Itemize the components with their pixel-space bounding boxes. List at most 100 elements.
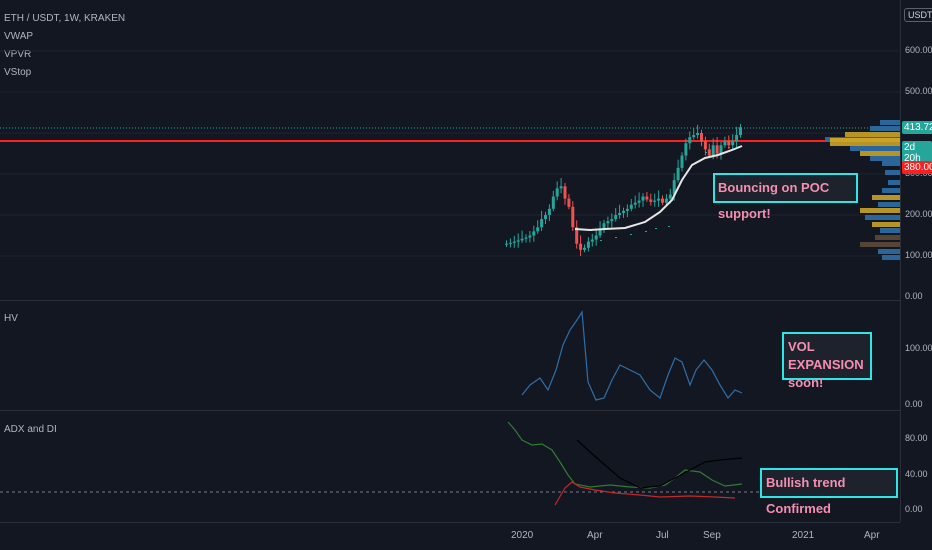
time-tick-apr-2021: Apr [864,530,880,541]
candle-body [563,186,567,199]
time-axis-border [0,522,900,523]
candle-body [735,135,739,142]
candle-body [559,186,563,189]
candle-body [696,133,700,136]
hv-line [521,310,743,401]
candle-body [536,227,540,232]
adx-tick-80: 80.00 [905,433,928,443]
candle-body [676,167,680,181]
vstop-dot [728,147,730,148]
indicator-vstop[interactable]: VStop [4,67,32,78]
candle-body [711,145,715,156]
volume-profile-bar [860,208,900,213]
adx-line [576,439,743,489]
volume-profile-bar [878,202,900,207]
volume-profile-bar [870,126,900,131]
candle-body [727,141,731,146]
candle-body [528,235,532,238]
last-price-tag: 413.72 [902,121,932,134]
candle-body [668,194,672,199]
volume-profile-bar [875,235,900,240]
volume-profile-bar [860,151,900,156]
candle-body [703,141,707,150]
trend-annotation[interactable]: Bullish trend Confirmed [760,468,898,516]
candle-body [575,227,579,244]
candle-body [719,145,723,154]
vstop-dot [600,240,602,241]
candle-body [516,240,520,242]
candle-body [508,242,512,244]
indicator-vwap[interactable]: VWAP [4,31,34,42]
pane-separator-hv[interactable] [0,410,900,411]
candle-body [649,199,653,202]
poc-bar [830,138,900,142]
symbol-title[interactable]: ETH / USDT, 1W, KRAKEN [4,13,126,24]
pane-separator-main[interactable] [0,300,900,301]
volume-profile-bar [878,249,900,254]
candle-body [637,200,641,203]
candle-body [583,247,586,250]
candle-body [547,208,551,215]
price-tick-100: 100.00 [905,250,932,260]
time-tick-jul: Jul [656,530,669,541]
time-tick-apr: Apr [587,530,603,541]
candle-body [715,145,719,154]
candle-body [672,180,676,195]
volume-profile-bar [880,228,900,233]
vstop-dot [668,226,670,227]
candle-body [606,221,610,224]
adx-pane-label[interactable]: ADX and DI [4,424,57,435]
candle-body [586,241,590,248]
adx-tick-40: 40.00 [905,469,928,479]
vstop-dot [712,148,714,149]
price-tick-200: 200.00 [905,209,932,219]
indicator-vpvr[interactable]: VPVR [4,49,32,60]
vstop-dots [600,147,730,241]
candle-body [555,188,559,197]
volume-profile-bar [880,120,900,125]
candle-body [633,202,637,205]
vstop-dot [655,228,657,229]
candle-body [622,210,625,213]
volume-profile-bar [850,146,900,151]
time-tick-sep: Sep [703,530,721,541]
vwap-line [574,145,743,232]
volume-profile-bar [885,170,900,175]
candle-body [614,215,618,220]
candle-body [625,208,629,211]
candle-body [567,198,571,207]
vstop-dot [720,150,722,151]
candle-body [540,219,544,228]
vstop-dot [705,152,707,153]
volume-profile-bar [882,188,900,193]
vol-annotation[interactable]: VOL EXPANSION soon! [782,332,872,390]
candle-body [505,243,508,245]
volume-profile-bar [888,180,900,185]
hv-tick-0: 0.00 [905,399,923,409]
currency-badge[interactable]: USDT [904,8,932,22]
hv-pane-label[interactable]: HV [4,313,18,324]
vstop-dot [615,237,617,238]
candle-body [629,204,633,209]
candle-body [688,137,692,144]
candle-body [512,241,516,243]
time-tick-2020: 2020 [511,530,534,541]
vstop-dot [630,234,632,235]
hv-tick-100: 100.00 [905,343,932,353]
candle-body [594,235,598,240]
candle-body [707,149,711,156]
di-plus-line [507,421,743,489]
volume-profile-bar [865,215,900,220]
candle-body [579,243,583,250]
di-minus-line [554,481,736,506]
price-tick-0: 0.00 [905,291,923,301]
volume-profile [825,120,900,260]
volume-profile-bar [872,195,900,200]
candle-body [661,198,664,203]
candle-body [544,215,547,220]
poc-annotation[interactable]: Bouncing on POC support! [713,173,858,221]
volume-profile-bar [845,132,900,137]
candle-body [641,196,645,201]
time-tick-2021: 2021 [792,530,815,541]
